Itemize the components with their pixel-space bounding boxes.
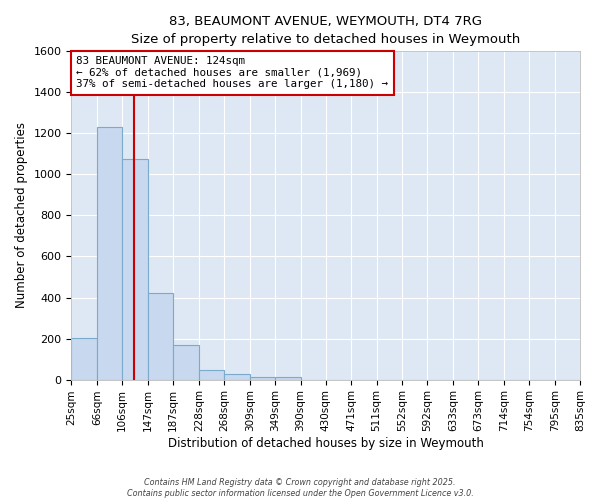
Bar (148, 294, 173, 380)
Text: Contains HM Land Registry data © Crown copyright and database right 2025.
Contai: Contains HM Land Registry data © Crown c… (127, 478, 473, 498)
Bar (275, 376, 301, 380)
Text: 83 BEAUMONT AVENUE: 124sqm
← 62% of detached houses are smaller (1,969)
37% of s: 83 BEAUMONT AVENUE: 124sqm ← 62% of deta… (76, 56, 388, 90)
Bar (224, 374, 250, 380)
Title: 83, BEAUMONT AVENUE, WEYMOUTH, DT4 7RG
Size of property relative to detached hou: 83, BEAUMONT AVENUE, WEYMOUTH, DT4 7RG S… (131, 15, 520, 46)
Y-axis label: Number of detached properties: Number of detached properties (15, 122, 28, 308)
Bar (250, 376, 275, 380)
Bar (173, 344, 199, 380)
Bar (97, 127, 122, 380)
X-axis label: Distribution of detached houses by size in Weymouth: Distribution of detached houses by size … (168, 437, 484, 450)
Bar (122, 159, 148, 380)
Bar (199, 370, 224, 380)
Bar (71, 338, 97, 380)
